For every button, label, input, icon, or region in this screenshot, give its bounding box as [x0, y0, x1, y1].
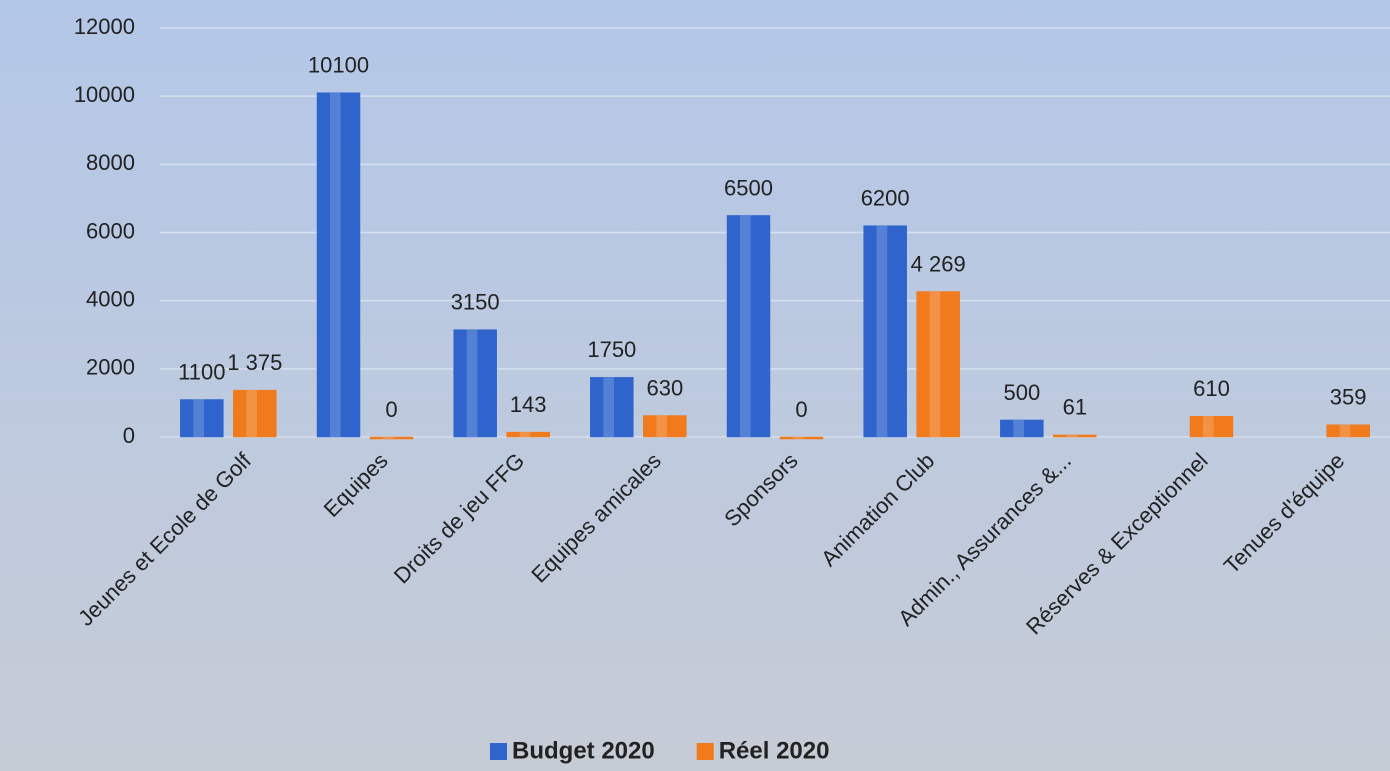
bar — [453, 329, 497, 438]
data-label: 1100 — [178, 359, 225, 384]
data-label: 61 — [1063, 395, 1087, 420]
bar-shine — [1339, 424, 1351, 437]
bar — [233, 389, 277, 438]
y-tick-label: 0 — [123, 423, 135, 448]
bar — [369, 436, 414, 440]
bar — [506, 431, 550, 438]
y-tick-label: 10000 — [74, 82, 135, 107]
y-tick-label: 4000 — [86, 286, 135, 311]
bar — [643, 415, 687, 438]
bar-shine — [466, 329, 478, 437]
bar-shine — [329, 92, 341, 437]
bar-shine — [382, 437, 394, 439]
bar-shine — [1202, 416, 1214, 437]
bar — [863, 225, 907, 438]
y-tick-label: 8000 — [86, 150, 135, 175]
data-label: 0 — [385, 397, 397, 422]
data-label: 359 — [1330, 385, 1367, 410]
bar-shine — [519, 432, 531, 437]
data-label: 610 — [1193, 376, 1230, 401]
bar — [1000, 419, 1044, 438]
data-label: 6200 — [861, 185, 910, 210]
bar-shine — [603, 377, 614, 437]
bar-shine — [1013, 419, 1024, 437]
legend-label: Réel 2020 — [719, 737, 830, 764]
data-label: 6500 — [724, 175, 773, 200]
data-label: 1 375 — [227, 350, 282, 375]
data-label: 500 — [1003, 380, 1040, 405]
data-label: 4 269 — [911, 251, 966, 276]
legend-label: Budget 2020 — [512, 737, 655, 764]
bar — [916, 291, 960, 438]
bar — [1326, 424, 1370, 438]
y-tick-label: 6000 — [86, 218, 135, 243]
bar — [779, 436, 824, 440]
bar-shine — [739, 215, 751, 437]
bar — [316, 92, 361, 438]
bar-shine — [1066, 434, 1077, 437]
data-label: 1750 — [587, 337, 636, 362]
y-tick-label: 2000 — [86, 355, 135, 380]
bar — [590, 377, 634, 438]
bar-shine — [656, 415, 667, 437]
bar — [1053, 434, 1097, 438]
bar-shine — [792, 437, 804, 439]
bar-shine — [193, 399, 204, 437]
bar — [726, 215, 771, 438]
bar — [180, 399, 224, 438]
data-label: 10100 — [308, 53, 369, 78]
bar — [1189, 415, 1234, 438]
legend-swatch — [696, 743, 714, 760]
legend-swatch — [490, 743, 507, 760]
data-label: 0 — [795, 397, 807, 422]
bar-shine — [246, 390, 257, 437]
data-label: 3150 — [451, 289, 500, 314]
data-label: 630 — [646, 375, 683, 400]
data-label: 143 — [510, 392, 547, 417]
bar-shine — [876, 225, 888, 437]
bar-shine — [929, 291, 941, 437]
y-tick-label: 12000 — [74, 14, 135, 39]
